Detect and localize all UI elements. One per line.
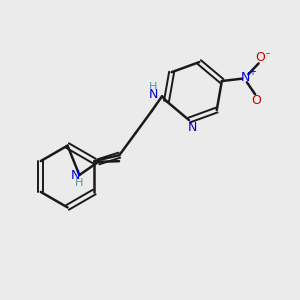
Text: +: + bbox=[248, 67, 256, 77]
Text: -: - bbox=[266, 48, 269, 58]
Text: N: N bbox=[71, 169, 80, 182]
Text: H: H bbox=[149, 82, 158, 92]
Text: N: N bbox=[187, 121, 197, 134]
Text: H: H bbox=[75, 178, 83, 188]
Text: N: N bbox=[148, 88, 158, 101]
Text: N: N bbox=[241, 71, 250, 84]
Text: O: O bbox=[255, 51, 265, 64]
Text: O: O bbox=[251, 94, 261, 107]
